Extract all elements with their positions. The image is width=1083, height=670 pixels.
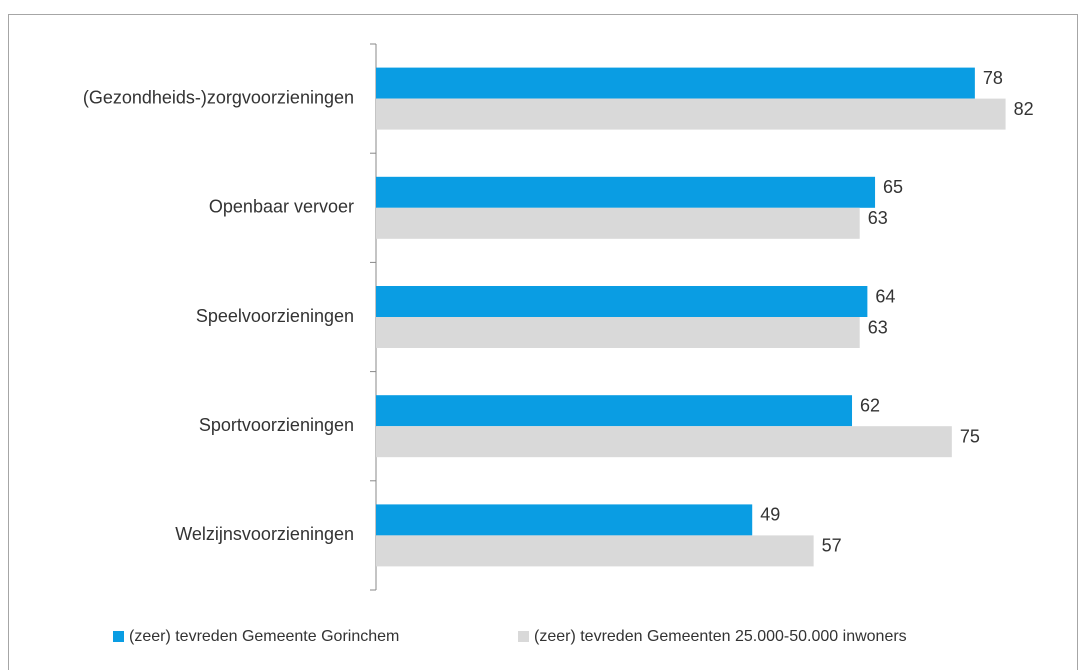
data-label: 82 bbox=[1014, 99, 1034, 119]
data-label: 62 bbox=[860, 395, 880, 415]
bar bbox=[376, 207, 860, 239]
y-tick-label: Openbaar vervoer bbox=[209, 197, 354, 217]
y-tick-label: Sportvoorzieningen bbox=[199, 415, 354, 435]
data-label: 65 bbox=[883, 177, 903, 197]
data-label: 63 bbox=[868, 317, 888, 337]
chart-border bbox=[8, 14, 1078, 670]
legend-text: (zeer) tevreden Gemeenten 25.000-50.000 … bbox=[534, 628, 907, 645]
legend-swatch bbox=[518, 631, 529, 642]
y-tick-label: Speelvoorzieningen bbox=[196, 306, 354, 326]
data-label: 57 bbox=[822, 536, 842, 556]
bar bbox=[376, 504, 753, 536]
legend-swatch bbox=[113, 631, 124, 642]
bar bbox=[376, 395, 853, 427]
data-label: 78 bbox=[983, 68, 1003, 88]
data-label: 63 bbox=[868, 208, 888, 228]
data-label: 64 bbox=[875, 286, 895, 306]
bar bbox=[376, 426, 952, 458]
data-label: 49 bbox=[760, 505, 780, 525]
bar bbox=[376, 67, 975, 99]
bar bbox=[376, 286, 868, 317]
bar bbox=[376, 535, 814, 567]
legend-text: (zeer) tevreden Gemeente Gorinchem bbox=[129, 628, 399, 645]
bar bbox=[376, 176, 876, 208]
y-tick-label: (Gezondheids-)zorgvoorzieningen bbox=[83, 87, 354, 107]
bar bbox=[376, 317, 860, 348]
bar bbox=[376, 98, 1006, 130]
data-label: 75 bbox=[960, 426, 980, 446]
y-tick-label: Welzijnsvoorzieningen bbox=[175, 524, 354, 544]
